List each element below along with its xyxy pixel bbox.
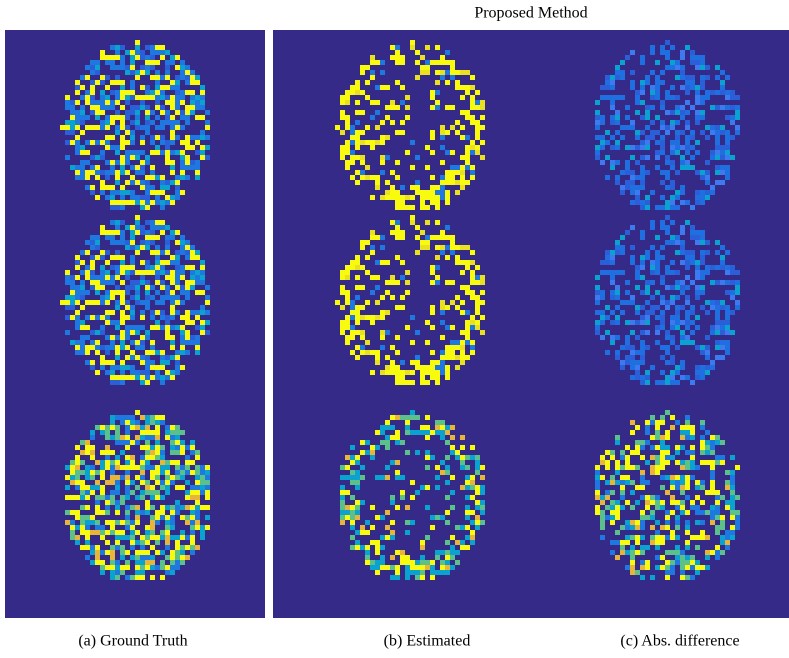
figure: Proposed Method (a) Ground Truth (b) Est… [0,0,789,658]
caption: (b) Estimated [384,633,471,650]
caption: (a) Ground Truth [78,633,187,650]
caption: (c) Abs. difference [620,633,739,650]
figure-title: Proposed Method [474,5,587,22]
page: {"header": {"title": "Proposed Method"},… [0,0,789,658]
